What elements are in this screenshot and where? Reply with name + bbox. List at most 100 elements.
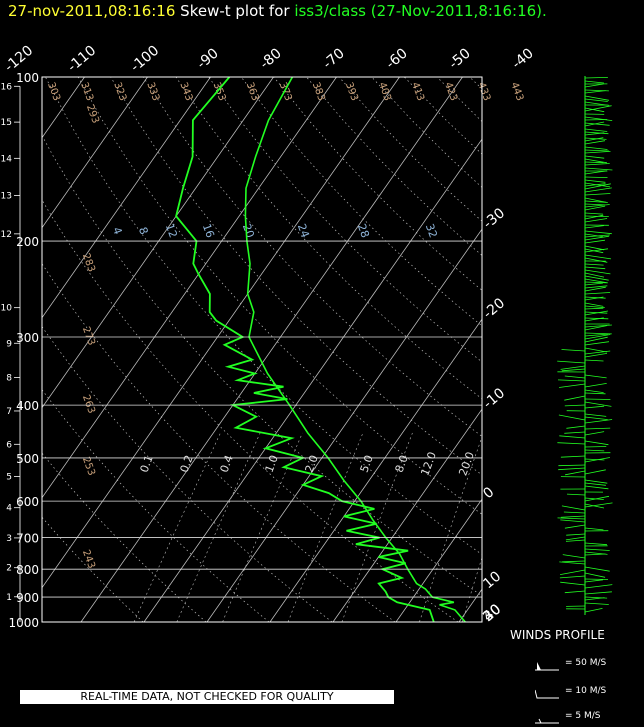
dry-adiabat-line (371, 77, 482, 188)
wind-barb (584, 286, 606, 292)
wind-barb (584, 398, 611, 400)
dry-adiabat-label: 443 (508, 81, 525, 103)
wind-barb (584, 374, 607, 379)
wind-barb (584, 151, 611, 154)
wind-barb (561, 349, 586, 352)
isotherm-top-label: -110 (65, 43, 100, 76)
wind-legend-5-label: = 5 M/S (565, 711, 601, 721)
isotherm-line (143, 138, 482, 622)
dry-adiabat-label: 393 (343, 81, 360, 103)
mixing-ratio-label: 16 (200, 222, 217, 240)
dry-adiabat-label: 413 (409, 81, 426, 103)
dry-adiabat-line (143, 77, 482, 437)
isotherm-line (395, 498, 482, 622)
mixing-ratio-label: 28 (355, 222, 372, 240)
wind-barb (584, 353, 608, 358)
wind-barb (584, 302, 604, 307)
wind-barb (584, 183, 611, 190)
wind-barb (562, 560, 586, 563)
wind-barb (584, 469, 606, 475)
wind-barb (584, 107, 605, 113)
isotherm-line (42, 77, 337, 499)
wind-barb (584, 233, 603, 237)
wind-barb (584, 324, 612, 328)
dry-adiabat-label: 243 (80, 548, 97, 570)
wind-barb (584, 128, 608, 132)
height-tick-label: 15 (1, 118, 12, 128)
wind-barb (584, 310, 608, 316)
dry-adiabat-label: 293 (84, 103, 101, 125)
wind-barb (584, 392, 606, 395)
wind-barb (584, 419, 613, 424)
mixing-ratio-label: 8 (136, 225, 151, 236)
wind-barb (557, 379, 586, 382)
mixing-ratio-label: 4 (110, 225, 125, 236)
isotherm-line (332, 408, 482, 622)
isotherm-right-label: 40 (480, 601, 504, 625)
moist-adiabat-label: 8.0 (393, 453, 411, 474)
wind-barb (560, 519, 586, 523)
winds-profile-title: WINDS PROFILE (510, 628, 605, 642)
height-tick-label: 7 (6, 407, 12, 417)
wind-barb (584, 281, 608, 284)
wind-legend-50: = 50 M/S (535, 658, 635, 672)
dry-adiabat-label: 303 (45, 81, 62, 103)
wind-barb (584, 307, 604, 310)
wind-legend-5: = 5 M/S (535, 711, 635, 725)
pressure-tick-label: 200 (16, 235, 39, 249)
wind-barb (584, 296, 606, 299)
moist-adiabat-label: 1.0 (263, 453, 281, 474)
wind-barb (566, 425, 586, 429)
moist-adiabat-label: 5.0 (358, 453, 376, 474)
dry-adiabat-label: 383 (310, 81, 327, 103)
wind-barb (584, 278, 607, 283)
wind-barb (584, 572, 606, 578)
wind-barb (565, 470, 586, 476)
moist-adiabat-label: 12.0 (418, 450, 439, 477)
isotherm-top-label: -90 (194, 45, 222, 72)
pressure-tick-label: 400 (16, 399, 39, 413)
height-tick-label: 10 (1, 304, 13, 314)
dry-adiabat-line (404, 77, 482, 155)
wind-barb (584, 245, 605, 251)
wind-barb (584, 132, 605, 136)
wind-barb (584, 602, 609, 605)
mixing-ratio-line (419, 436, 482, 622)
height-tick-label: 8 (6, 374, 12, 384)
dry-adiabat-label: 353 (211, 81, 228, 103)
header-datetime: (27-Nov-2011,8:16:16). (370, 2, 547, 20)
isotherm-top-label: -60 (383, 45, 411, 72)
wind-barb (560, 365, 586, 370)
isotherm-right-label: -20 (480, 295, 508, 322)
dry-adiabat-line (338, 77, 482, 222)
header-source: iss3/class (294, 2, 366, 20)
dry-adiabat-label: 323 (111, 81, 128, 103)
wind-barb (564, 524, 586, 529)
wind-barb (584, 77, 608, 79)
wind-barb (584, 200, 607, 203)
isotherm-line (42, 77, 211, 319)
wind-barb (584, 257, 608, 263)
wind-barb (559, 575, 586, 579)
wind-barb (584, 239, 606, 244)
wind-barb (584, 149, 610, 152)
wind-barb (584, 266, 606, 270)
wind-barb (559, 561, 586, 565)
pressure-tick-label: 300 (16, 331, 39, 345)
dry-adiabat-line (502, 77, 644, 622)
wind-barb (584, 179, 606, 183)
wind-barb (584, 341, 610, 346)
dry-adiabat-line (42, 199, 459, 622)
wind-barb (584, 347, 607, 353)
wind-barb (584, 254, 612, 260)
wind-barb (584, 176, 608, 178)
isotherm-line (206, 228, 482, 622)
dry-adiabat-line (42, 134, 482, 597)
header-time: 27-nov-2011,08:16:16 (8, 2, 176, 20)
height-tick-label: 6 (6, 440, 12, 450)
dry-adiabat-label: 313 (78, 81, 95, 103)
wind-barb (557, 442, 586, 445)
pressure-tick-label: 900 (16, 591, 39, 605)
wind-barb (562, 554, 586, 559)
